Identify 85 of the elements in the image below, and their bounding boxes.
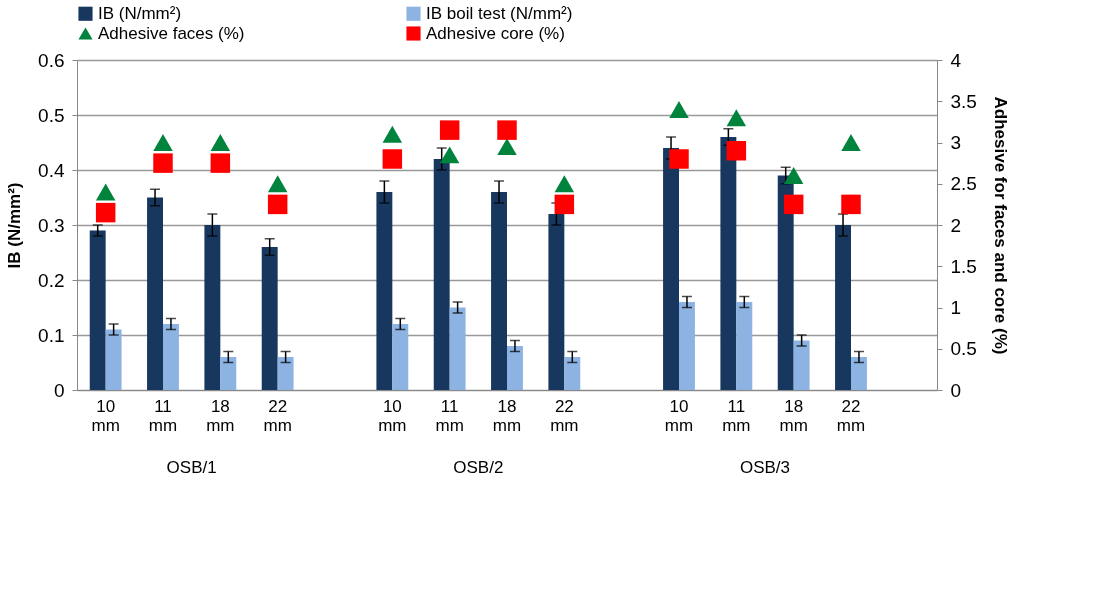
y-tick-label: 0.2 (38, 269, 65, 291)
y2-tick-label: 2 (950, 214, 962, 236)
bar (433, 159, 450, 390)
bar (147, 197, 163, 390)
bar (564, 357, 581, 390)
y-tick-label: 0.3 (38, 214, 65, 236)
x-tick-label: 18 mm (206, 396, 235, 435)
y2-tick-label: 0 (950, 379, 962, 401)
x-tick-label: 10 mm (91, 396, 120, 435)
y2-axis-title: Adhesive for faces and core (%) (990, 96, 1010, 355)
point (439, 146, 460, 164)
x-tick-label: 10 mm (664, 396, 694, 435)
point (726, 141, 747, 161)
bar (163, 324, 179, 390)
point (210, 153, 231, 173)
x-tick-label: 22 mm (550, 396, 579, 435)
x-tick-label: 11 mm (722, 396, 751, 435)
point (554, 194, 575, 215)
point (95, 183, 116, 201)
y2-tick-label: 2.5 (950, 173, 977, 195)
text: OSB/1 (166, 458, 217, 477)
legend-label: IB boil test (N/mm²) (426, 3, 573, 23)
point (95, 202, 116, 223)
x-tick-label: 18 mm (492, 396, 522, 435)
y2-tick-label: 1 (950, 297, 962, 318)
point (497, 138, 517, 156)
bar (204, 225, 221, 390)
y2-tick-label: 1.5 (950, 255, 977, 277)
text: OSB/3 (739, 458, 791, 477)
bar (507, 346, 523, 390)
legend-label: IB (N/mm²) (98, 3, 182, 23)
bar (392, 324, 409, 390)
y2-tick-label: 4 (950, 49, 962, 71)
bar (376, 192, 393, 390)
point (726, 109, 747, 127)
bar (261, 247, 278, 390)
y2-tick-label: 0.5 (950, 338, 977, 360)
bar (548, 214, 565, 390)
point (439, 120, 460, 140)
text: OSB/2 (453, 458, 504, 477)
bar (220, 357, 237, 390)
x-tick-label: 18 mm (779, 396, 808, 435)
point (210, 134, 231, 151)
bar (720, 137, 737, 390)
y-axis-title: IB (N/mm²) (5, 182, 25, 269)
bar (793, 340, 810, 390)
x-tick-label: 22 mm (263, 396, 292, 435)
y-tick-label: 0.5 (38, 104, 65, 126)
bar (736, 302, 753, 390)
y2-tick-label: 3 (950, 132, 962, 153)
point (669, 101, 689, 118)
point (382, 125, 403, 143)
x-tick-label: 11 mm (435, 396, 464, 435)
y-tick-label: 0.6 (38, 49, 65, 71)
legend-label: Adhesive core (%) (426, 23, 565, 43)
point (841, 194, 861, 215)
x-tick-label: 10 mm (378, 396, 407, 435)
y-tick-label: 0.4 (38, 159, 65, 181)
y-tick-label: 0.1 (38, 324, 65, 346)
point (783, 194, 804, 215)
point (554, 175, 575, 193)
point (153, 153, 173, 173)
bar (663, 148, 679, 390)
bar (89, 230, 106, 390)
point (267, 175, 288, 193)
x-tick-label: 22 mm (836, 396, 866, 435)
x-tick-label: 11 mm (148, 396, 178, 435)
y-tick-label: 0 (53, 379, 65, 401)
bar (277, 357, 294, 390)
bar (851, 357, 867, 390)
point (783, 167, 804, 184)
bar (491, 192, 507, 390)
point (382, 149, 403, 169)
y2-tick-label: 3.5 (950, 90, 977, 112)
bar (777, 175, 794, 390)
legend-label: Adhesive faces (%) (98, 23, 245, 43)
point (669, 149, 689, 169)
point (153, 134, 173, 151)
point (267, 194, 288, 215)
bar (679, 302, 695, 390)
bar (835, 225, 851, 390)
point (841, 134, 861, 151)
bar (105, 329, 122, 390)
point (497, 120, 517, 140)
bar (449, 307, 466, 390)
